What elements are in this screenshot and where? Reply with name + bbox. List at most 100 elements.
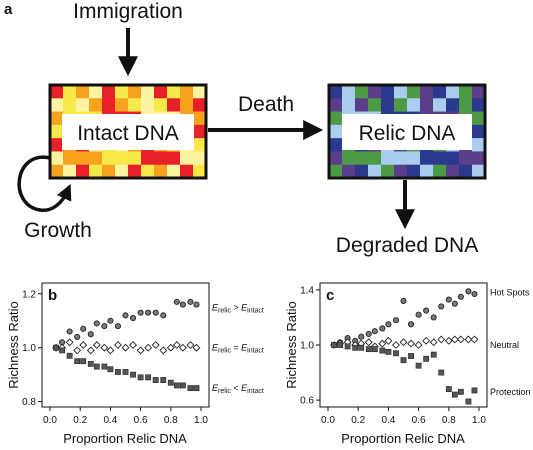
y-tick-label: 1.0 [300,341,314,352]
relic-grid-cell [420,151,434,166]
y-tick-label: 0.6 [300,396,314,407]
square-point [344,343,351,350]
relic-grid-cell [472,85,486,99]
relic-grid-cell [381,164,395,179]
intact-grid-cell [115,164,129,179]
intact-grid-cell [167,164,181,179]
panel-c-chart: c 0.0 0.2 0.4 0.6 0.8 1.0 0.6 1.0 1.4 Proportion… [284,282,531,446]
relic-grid-cell [459,85,473,99]
intact-grid-cell [180,85,194,99]
diamond-point [100,343,109,352]
intact-grid-cell [154,85,168,99]
diamond-point [456,335,465,344]
square-point [445,386,452,392]
circle-point [451,300,458,307]
intact-grid-cell [154,98,168,112]
relic-grid-cell [329,111,343,126]
intact-dna-border [48,83,208,180]
relic-grid-cell [342,85,356,99]
circle-point [379,325,386,332]
diamond-point [378,339,387,348]
square-point [167,379,174,386]
square-point [115,369,121,375]
circle-point [471,290,478,298]
relic-grid-cell [394,98,408,112]
circle-point [415,311,422,318]
diamond-point [106,346,115,355]
circle-point [193,301,200,308]
circle-point [385,321,392,328]
square-point [451,391,458,398]
intact-grid-cell [89,151,103,166]
diamond-point [151,341,160,349]
relic-grid-cell [407,164,421,179]
diamond-point [79,341,88,349]
x-tick-label: 0.0 [321,415,335,426]
intact-grid-cell [154,151,168,166]
relic-grid-cell [329,85,343,99]
diamond-point [136,346,145,355]
square-point [358,344,365,351]
square-point [400,357,407,364]
relic-grid-cell [433,98,447,112]
growth-label: Growth [24,219,92,242]
panel-b-chart: b 0.0 0.2 0.4 0.6 0.8 1.0 0.8 1.0 1.2 Proportion… [6,282,264,446]
relic-grid-cell [368,98,382,112]
intact-grid-cell [50,85,64,99]
intact-grid-cell [102,151,116,166]
square-point [457,388,464,395]
square-point [337,342,343,348]
circle-point [87,331,94,338]
square-point [187,385,194,392]
circle-point [400,297,407,304]
panel-annotation: Erelic > Eintact [212,302,264,314]
relic-grid-cell [342,164,356,179]
relic-grid-cell [472,98,486,112]
square-point [193,385,200,392]
relic-dna-label-bg [342,114,472,150]
relic-grid-cell [329,138,343,152]
circle-point [160,312,167,319]
circle-point [101,323,108,330]
relic-grid-cell [329,151,343,166]
intact-grid-cell [89,98,103,112]
diamond-point [92,341,101,349]
intact-grid-cell [193,164,207,179]
intact-grid-cell [63,164,77,179]
relic-grid-cell [407,85,421,99]
panel-annotation: Erelic < Eintact [212,383,264,395]
circle-point [445,296,452,303]
degraded-dna-label: Degraded DNA [336,234,478,257]
intact-grid-cell [128,85,142,99]
diamond-point [172,341,181,349]
diamond-point [464,335,473,344]
relic-grid-cell [329,124,343,139]
diamond-point [192,343,201,352]
panel-b-plot-frame [41,282,210,408]
intact-grid-cell [63,151,77,166]
diamond-point [422,336,431,345]
intact-grid-cell [115,85,129,99]
circle-point [114,323,121,330]
circle-point [74,333,81,340]
diamond-point [121,343,130,352]
diamond-point [364,338,373,347]
diamond-point [65,338,74,347]
intact-grid-cell [76,85,90,99]
square-point [53,344,59,351]
square-point [471,387,478,394]
square-point [173,382,180,389]
relic-grid-cell [394,85,408,99]
intact-grid-cell [128,164,142,179]
relic-grid-cell [433,164,447,179]
square-point [179,382,186,389]
intact-grid-cell [89,164,103,179]
intact-dna-label: Intact DNA [77,122,179,145]
diamond-point [444,336,453,345]
circle-point [80,325,87,332]
square-point [152,377,159,383]
relic-grid-cell [394,151,408,166]
square-point [415,362,422,369]
intact-grid-cell [89,85,103,99]
intact-grid-cell [63,98,77,112]
